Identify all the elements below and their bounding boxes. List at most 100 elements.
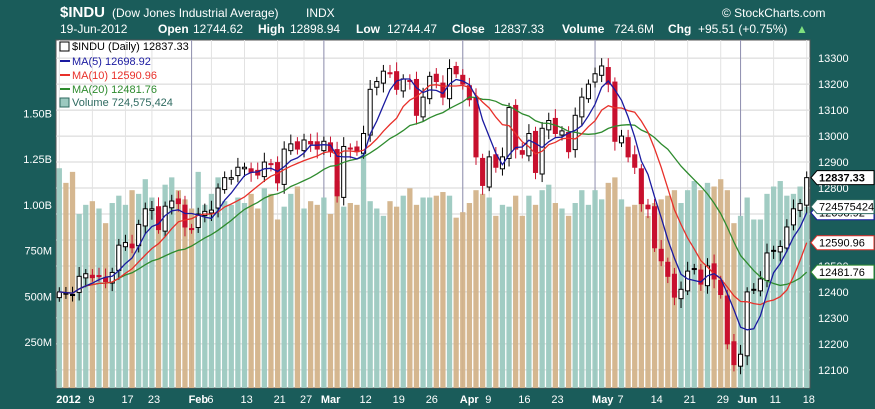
exchange-label: INDX (306, 6, 335, 20)
candle-body (665, 261, 671, 277)
volume-bar (539, 190, 545, 388)
volume-bar (248, 193, 254, 388)
candle-body (321, 140, 327, 152)
volume-bar (499, 204, 506, 388)
volume-bar (334, 181, 340, 388)
ma20-tag-label: 12481.76 (819, 267, 865, 279)
open-label: Open (158, 22, 189, 36)
candle-body (175, 198, 181, 205)
volume-bar (400, 195, 406, 388)
volume-tick-label: 1.00B (23, 200, 52, 212)
candle-body (76, 275, 82, 293)
candle-body (566, 131, 572, 153)
candle-body (361, 132, 367, 154)
volume-bar (506, 206, 512, 388)
date-tick-label: May (592, 394, 614, 406)
legend-price-swatch (59, 41, 70, 52)
candle-body (678, 288, 684, 300)
price-tick-label: 13100 (818, 105, 849, 117)
volume-bar (804, 206, 810, 388)
volume-tick-label: 1.50B (23, 108, 52, 120)
high-value: 12898.94 (290, 22, 340, 36)
candle-body (744, 291, 750, 357)
date-tick-label: 11 (770, 394, 781, 406)
volume-bar (453, 217, 459, 388)
date-tick-label: 12 (360, 394, 372, 406)
volume-bar (486, 197, 492, 388)
volume-bar (632, 204, 638, 388)
volume-bar (195, 171, 201, 388)
date-tick-label: 21 (274, 394, 286, 406)
volume-bar (228, 204, 234, 388)
volume-bar (777, 181, 783, 388)
candle-body (493, 154, 499, 168)
volume-bar (63, 182, 69, 388)
volume-bar (360, 149, 367, 388)
volume-bar (102, 223, 109, 388)
candle-body (652, 206, 658, 249)
volume-bar (142, 179, 148, 388)
candle-body (268, 163, 274, 166)
close-label: Close (452, 22, 485, 36)
candle-body (797, 203, 803, 211)
volume-tick-label: 750M (24, 246, 52, 258)
ma20-tag-box (810, 264, 875, 280)
volume-bar (109, 203, 115, 388)
volume-bar (208, 193, 215, 388)
volume-bar (162, 184, 168, 388)
date-tick-label: 14 (651, 394, 663, 406)
value-tags: 12837.3312698.9212590.9612481.7672457542… (810, 170, 875, 280)
candle-body (308, 141, 314, 145)
volume-bar (526, 195, 532, 388)
candle-body (109, 271, 115, 284)
price-tick-label: 12200 (818, 339, 849, 351)
volume-bar (731, 223, 737, 388)
volume-bar (136, 193, 142, 388)
candle-body (460, 74, 466, 85)
volume-tick-label: 500M (24, 291, 52, 303)
volume-bar (56, 168, 62, 388)
date-tick-label: Jun (738, 394, 758, 406)
volume-bar (255, 208, 261, 388)
volume-bar (327, 214, 334, 388)
volume-bar (559, 208, 565, 388)
price-tick-label: 13000 (818, 131, 849, 143)
candle-body (69, 294, 76, 297)
candle-body (599, 65, 605, 76)
volume-value: 724.6M (614, 22, 654, 36)
ma10-line (59, 84, 808, 306)
candle-body (155, 206, 162, 231)
volume-bar (169, 177, 175, 388)
candle-body (486, 156, 492, 188)
price-tick-label: 12300 (818, 313, 849, 325)
ma5-line (59, 78, 808, 331)
candle-body (189, 228, 195, 231)
volume-bar (341, 206, 347, 388)
close-value: 12837.33 (494, 22, 544, 36)
volume-bar (83, 204, 89, 388)
candle-body (387, 72, 393, 75)
candle-body (195, 213, 201, 229)
candle-body (334, 149, 340, 197)
candle-body (645, 204, 651, 210)
volume-bar (116, 195, 122, 388)
candle-body (182, 204, 188, 228)
ma10-tag: 12590.96 (810, 235, 875, 251)
volume-bar (658, 199, 664, 388)
volume-bar (241, 203, 248, 388)
volume-bar (513, 195, 519, 388)
date-tick-label: Mar (321, 394, 341, 406)
candle-body (625, 137, 631, 158)
volume-bar (354, 204, 360, 388)
volume-bar (691, 181, 697, 388)
candle-body (506, 107, 512, 159)
volume-bar (638, 190, 644, 388)
close-tag: 12837.33 (810, 170, 875, 186)
candle-body (612, 81, 618, 142)
volume-bar (374, 208, 380, 388)
candle-body (671, 273, 677, 298)
legend-ma10: MA(10) 12590.96 (72, 70, 157, 82)
volume-bar (651, 203, 658, 388)
volume-bar (757, 219, 764, 388)
volume-bar (69, 171, 76, 388)
